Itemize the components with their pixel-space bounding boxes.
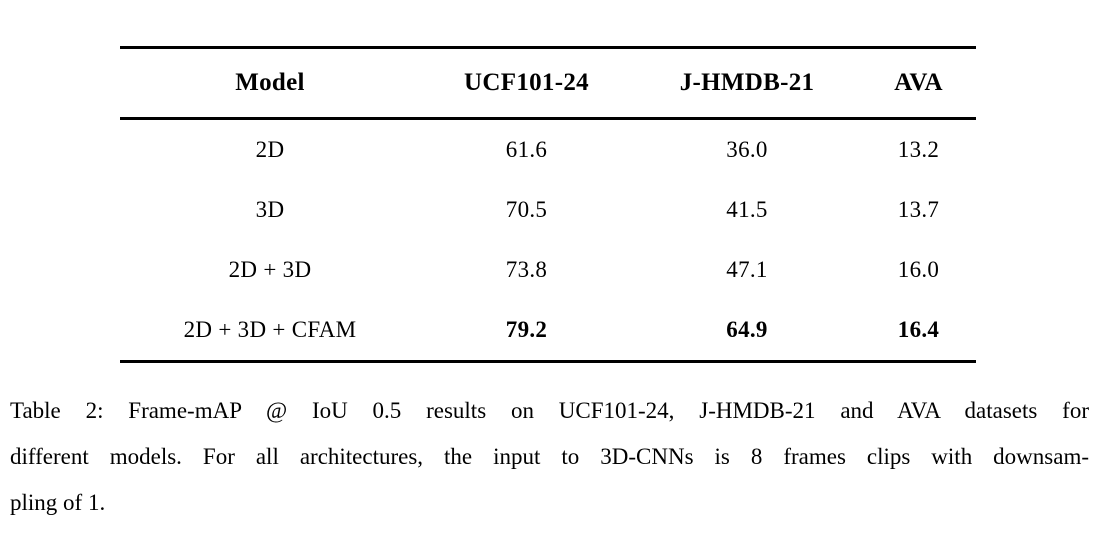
- cell-ucf101-24: 70.5: [505, 197, 548, 222]
- table-row: 2D + 3D + CFAM 79.2 64.9 16.4: [120, 300, 976, 360]
- cell-jhmdb-21: 36.0: [726, 137, 768, 162]
- table-mid-rule: [120, 117, 976, 120]
- header-jhmdb-21: J-HMDB-21: [679, 69, 815, 96]
- caption-line: Table 2: Frame-mAP @ IoU 0.5 results on …: [10, 398, 1089, 423]
- cell-ucf101-24: 61.6: [505, 137, 548, 162]
- cell-model: 2D + 3D: [228, 257, 312, 282]
- caption-line: pling of 1.: [10, 490, 106, 515]
- cell-jhmdb-21: 47.1: [726, 257, 768, 282]
- header-model: Model: [235, 69, 305, 96]
- cell-model: 3D: [255, 197, 285, 222]
- table-row: 2D 61.6 36.0 13.2: [120, 120, 976, 180]
- table-bottom-rule: [120, 360, 976, 363]
- cell-jhmdb-21: 64.9: [726, 317, 768, 342]
- cell-ava: 16.0: [897, 257, 940, 282]
- cell-model: 2D: [255, 137, 285, 162]
- cell-ucf101-24: 73.8: [505, 257, 548, 282]
- cell-model: 2D + 3D + CFAM: [183, 317, 357, 342]
- table-row: 2D + 3D 73.8 47.1 16.0: [120, 240, 976, 300]
- cell-ava: 16.4: [897, 317, 940, 342]
- cell-ava: 13.7: [897, 197, 940, 222]
- results-table: Model UCF101-24 J-HMDB-21 AVA 2D 61.6 36…: [120, 46, 976, 363]
- caption-line: different models. For all architectures,…: [10, 444, 1089, 469]
- cell-ava: 13.2: [897, 137, 940, 162]
- header-ucf101-24: UCF101-24: [464, 69, 589, 96]
- cell-ucf101-24: 79.2: [505, 317, 548, 342]
- table-top-rule: [120, 46, 976, 49]
- table-row: 3D 70.5 41.5 13.7: [120, 180, 976, 240]
- header-ava: AVA: [894, 69, 943, 96]
- table-caption: Table 2: Frame-mAP @ IoU 0.5 results on …: [10, 388, 1089, 526]
- table-header-row: Model UCF101-24 J-HMDB-21 AVA: [120, 49, 976, 117]
- cell-jhmdb-21: 41.5: [726, 197, 768, 222]
